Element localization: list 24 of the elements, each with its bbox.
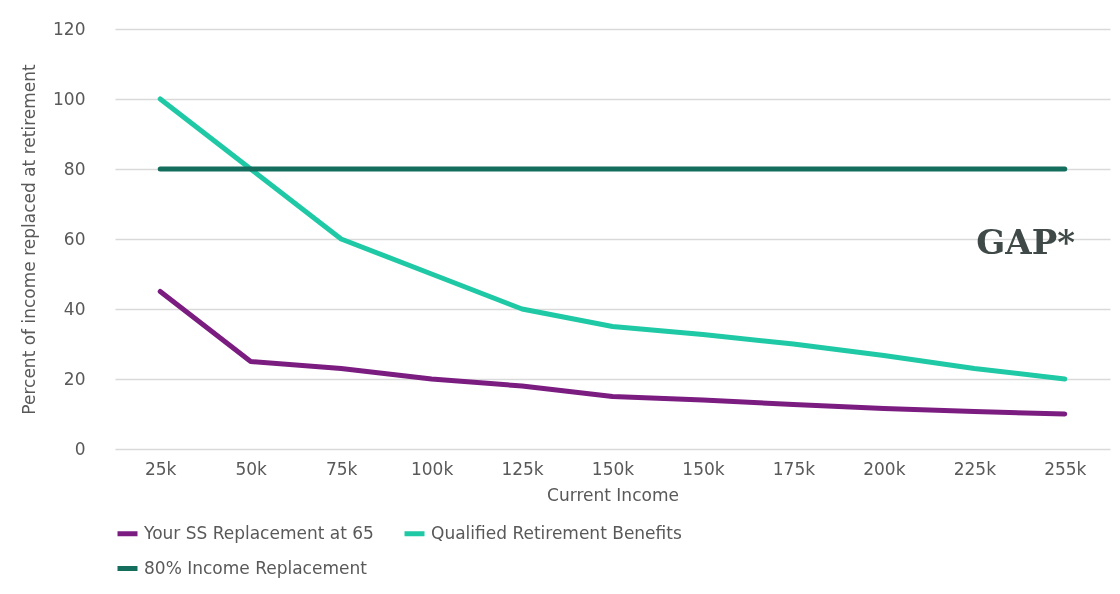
legend-label: Qualified Retirement Benefits xyxy=(431,522,682,543)
x-tick-label: 25k xyxy=(144,458,177,479)
legend-label: 80% Income Replacement xyxy=(144,557,368,578)
x-tick-label: 100k xyxy=(410,458,454,479)
x-tick-label: 150k xyxy=(682,458,725,479)
y-tick-label: 20 xyxy=(63,368,86,389)
x-tick-label: 175k xyxy=(772,458,816,479)
x-tick-label: 50k xyxy=(235,458,268,479)
x-tick-label: 255k xyxy=(1044,458,1087,479)
x-tick-label: 225k xyxy=(953,458,997,479)
y-tick-label: 0 xyxy=(74,438,86,459)
y-tick-label: 60 xyxy=(63,228,86,249)
x-tick-label: 125k xyxy=(501,458,544,479)
y-tick-label: 100 xyxy=(53,88,86,109)
annotation: GAP* xyxy=(976,222,1076,262)
x-tick-label: 75k xyxy=(325,458,358,479)
y-axis-title: Percent of income replaced at retirement xyxy=(19,64,40,415)
y-tick-label: 80 xyxy=(63,158,86,179)
x-tick-label: 200k xyxy=(863,458,906,479)
y-tick-label: 120 xyxy=(53,18,86,39)
legend-label: Your SS Replacement at 65 xyxy=(143,522,374,543)
x-tick-label: 150k xyxy=(591,458,635,479)
x-axis-title: Current Income xyxy=(547,484,679,505)
y-tick-label: 40 xyxy=(63,298,86,319)
